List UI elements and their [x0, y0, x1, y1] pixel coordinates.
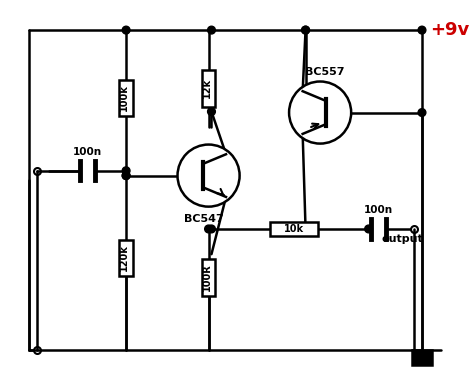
Circle shape	[208, 225, 215, 233]
Circle shape	[122, 167, 130, 175]
Text: output: output	[382, 234, 423, 244]
Bar	[270, 222, 318, 236]
Text: 100n: 100n	[364, 206, 393, 215]
Bar	[119, 239, 133, 277]
Text: 10k: 10k	[284, 224, 304, 234]
Circle shape	[122, 26, 130, 34]
Circle shape	[208, 108, 215, 115]
Text: 12k: 12k	[201, 78, 211, 98]
Circle shape	[365, 225, 373, 233]
Text: 120k: 120k	[119, 245, 129, 271]
Circle shape	[289, 82, 351, 144]
Circle shape	[208, 26, 215, 34]
Circle shape	[418, 109, 426, 117]
Circle shape	[122, 172, 130, 179]
Text: BC547: BC547	[184, 215, 224, 224]
Text: 100k: 100k	[119, 85, 129, 112]
Circle shape	[205, 225, 212, 233]
Bar	[202, 70, 215, 107]
Circle shape	[418, 26, 426, 34]
Bar	[202, 259, 215, 296]
Circle shape	[178, 145, 239, 207]
Bar	[412, 350, 432, 365]
Text: 100n: 100n	[73, 147, 102, 157]
Text: +9v: +9v	[430, 21, 469, 39]
Text: 100R: 100R	[201, 264, 211, 291]
Bar	[119, 80, 133, 117]
Circle shape	[122, 172, 130, 179]
Circle shape	[301, 26, 310, 34]
Text: BC557: BC557	[305, 67, 345, 77]
Circle shape	[301, 26, 310, 34]
